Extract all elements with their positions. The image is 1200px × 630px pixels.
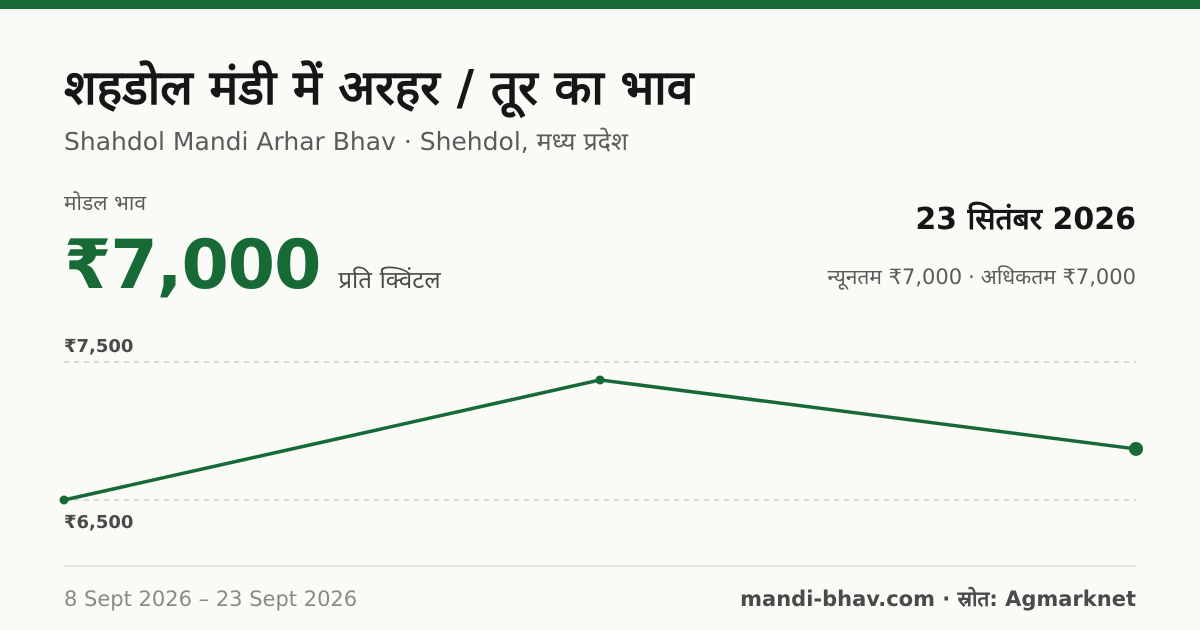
price-unit: प्रति क्विंटल — [338, 266, 441, 294]
date-range: 8 Sept 2026 – 23 Sept 2026 — [64, 587, 358, 611]
chart-series — [59, 375, 1143, 505]
chart-y-labels: ₹7,500 ₹6,500 — [64, 336, 133, 533]
source-credit: mandi-bhav.com · स्रोत: Agmarknet — [740, 587, 1136, 611]
model-price-row: ₹7,000 प्रति क्विंटल — [64, 222, 441, 306]
price-date: 23 सितंबर 2026 — [915, 202, 1136, 237]
chart-grid — [64, 361, 1136, 501]
model-price-value: ₹7,000 — [64, 226, 321, 305]
data-point — [59, 495, 69, 505]
y-tick-label: ₹6,500 — [64, 512, 133, 533]
y-tick-label: ₹7,500 — [64, 336, 133, 357]
footer-divider — [64, 565, 1136, 567]
min-max-prices: न्यूनतम ₹7,000 · अधिकतम ₹7,000 — [827, 262, 1136, 292]
min-price: न्यूनतम ₹7,000 — [827, 265, 963, 289]
page-title: शहडोल मंडी में अरहर / तूर का भाव — [64, 60, 694, 116]
model-price-label: मोडल भाव — [64, 191, 147, 215]
data-point — [595, 375, 605, 385]
min-max-separator: · — [968, 265, 975, 289]
page-subtitle: Shahdol Mandi Arhar Bhav · Shehdol, मध्य… — [64, 127, 628, 156]
price-trend-chart: ₹7,500 ₹6,500 — [59, 336, 1143, 533]
series-line — [62, 378, 1138, 502]
top-accent-bar — [0, 0, 1200, 9]
max-price: अधिकतम ₹7,000 — [980, 265, 1136, 289]
latest-data-point — [1129, 441, 1143, 456]
